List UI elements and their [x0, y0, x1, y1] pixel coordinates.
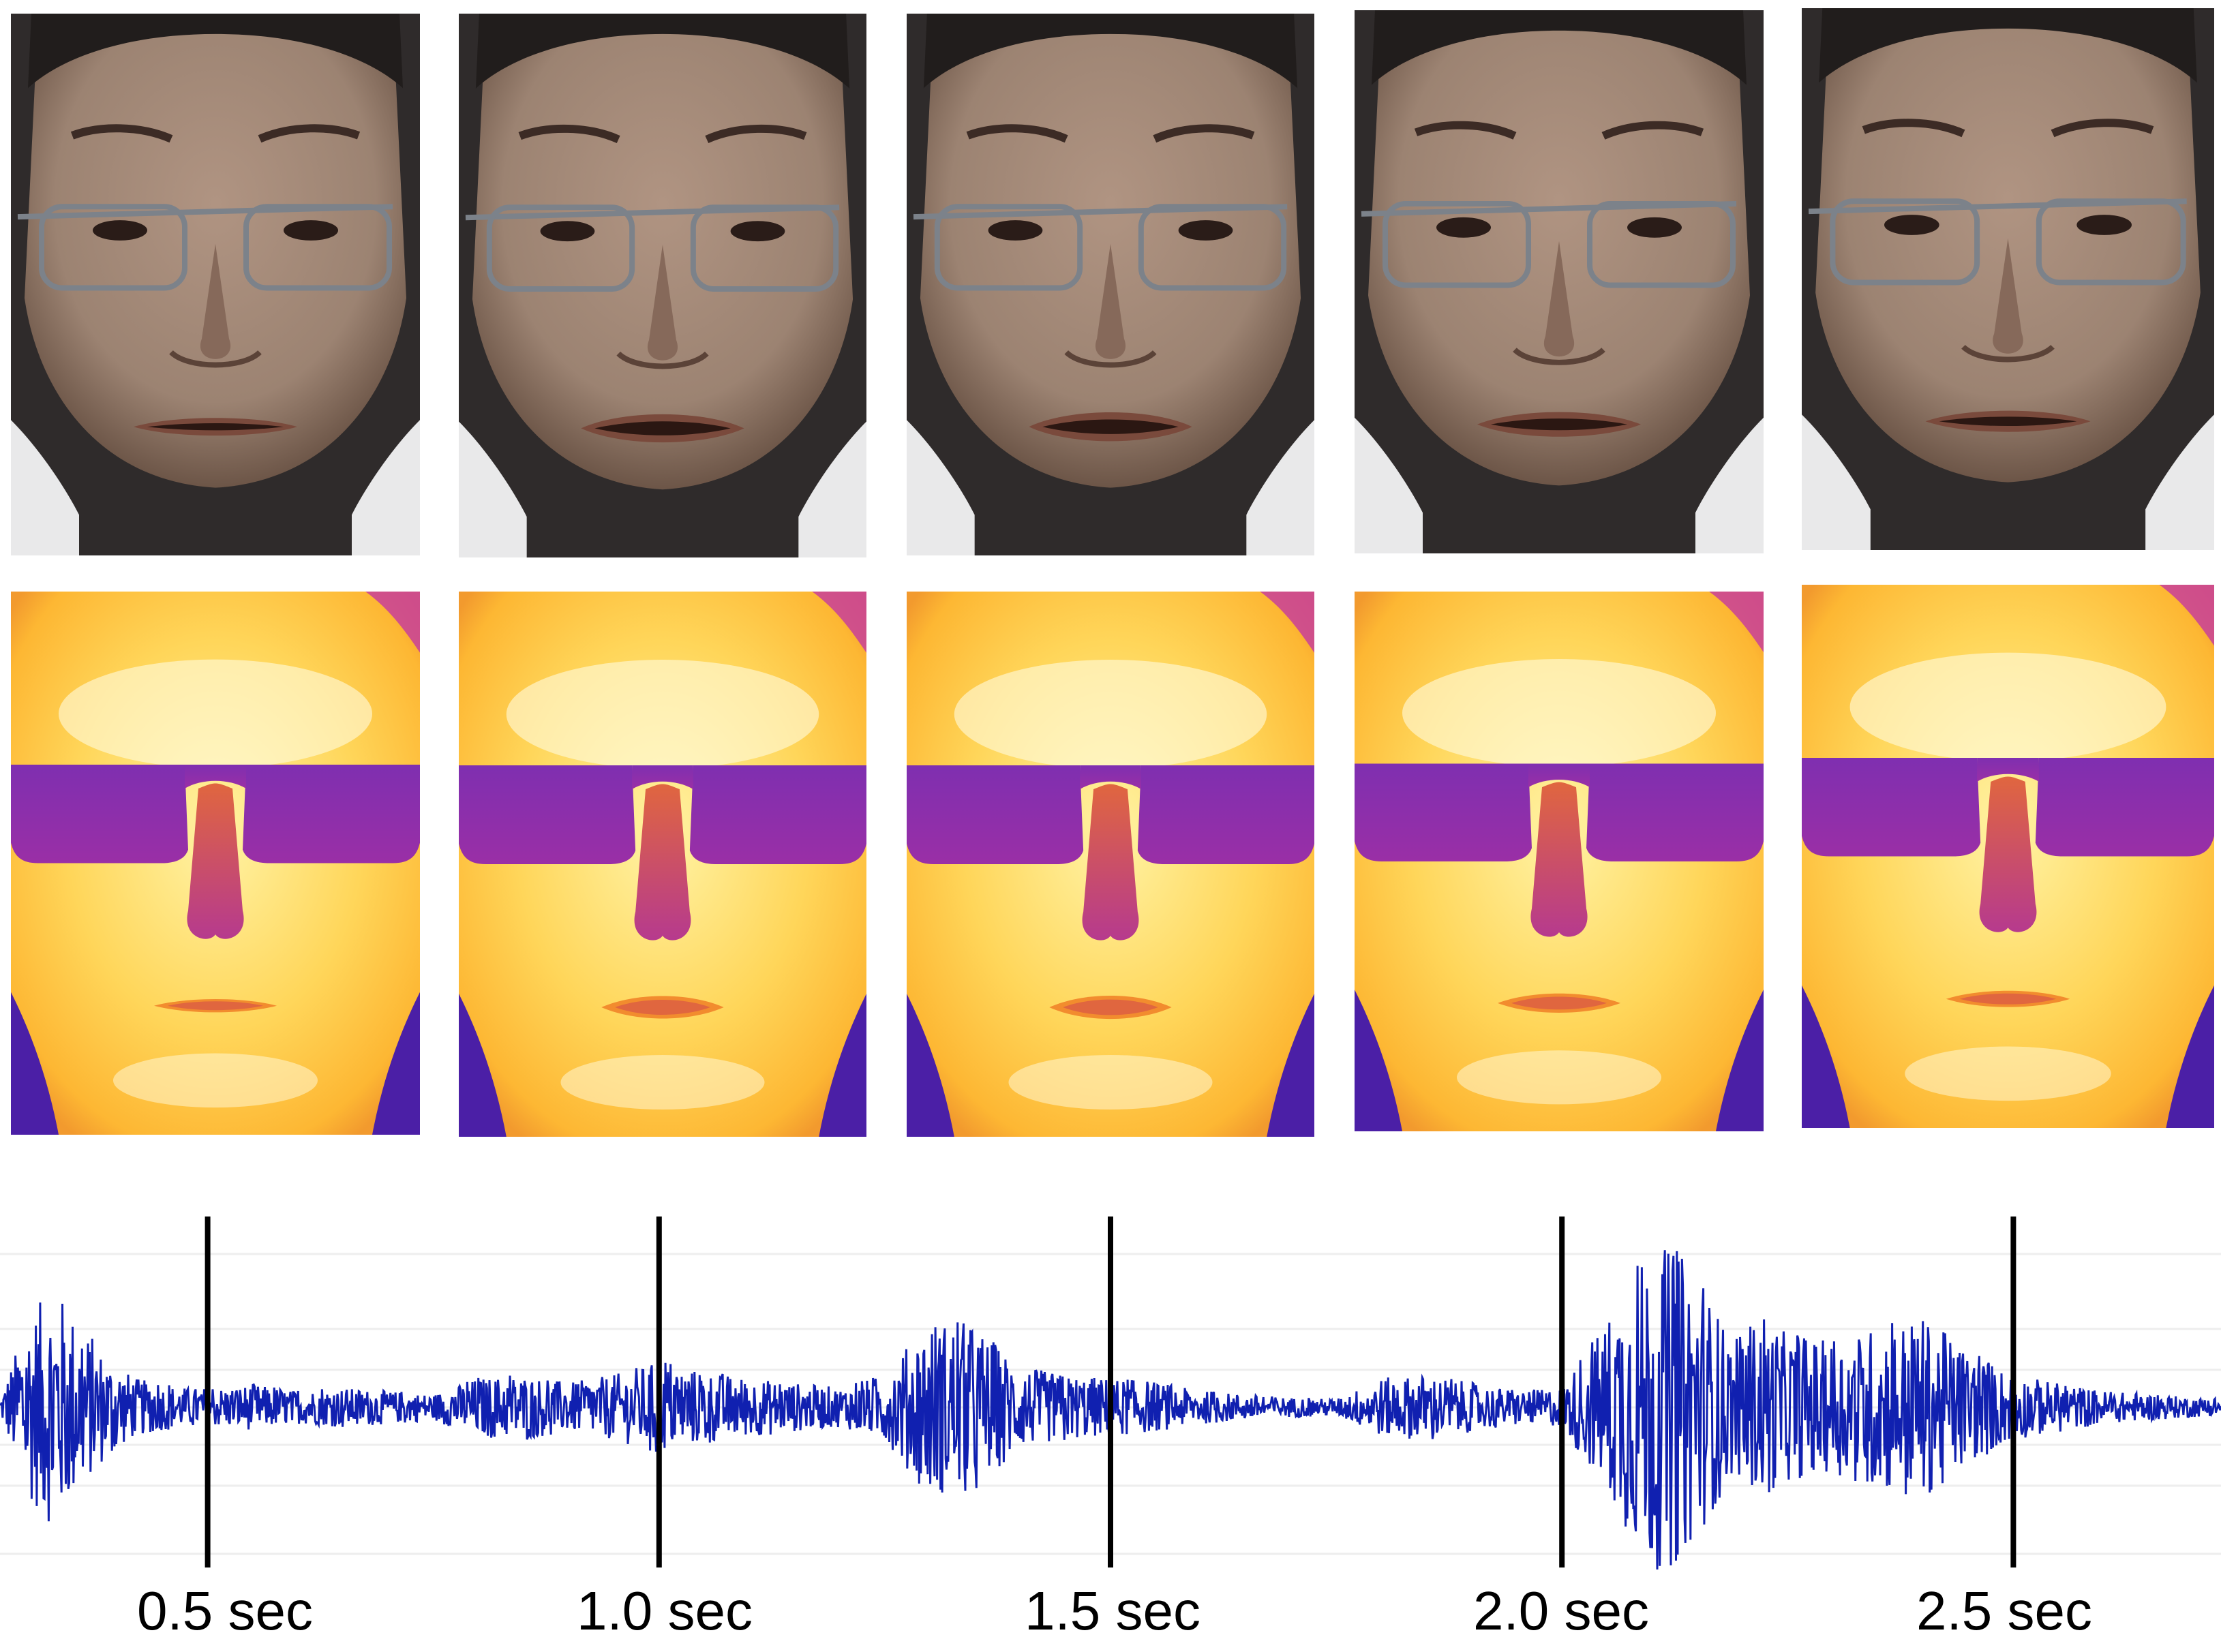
- thermal-frame-3: [907, 592, 1314, 1137]
- time-label-0-5: 0.5 sec: [137, 1580, 313, 1641]
- thermal-frame-5: [1802, 585, 2214, 1128]
- audio-waveform-panel: [0, 1199, 2221, 1581]
- thermal-frame-4: [1355, 592, 1764, 1131]
- rgb-frame-1: [11, 14, 420, 555]
- rgb-frame-5: [1802, 8, 2214, 550]
- rgb-frame-3: [907, 14, 1314, 555]
- time-markers: [205, 1217, 2016, 1567]
- time-label-2-5: 2.5 sec: [1916, 1580, 2092, 1641]
- time-label-1-0: 1.0 sec: [577, 1580, 753, 1641]
- rgb-frame-4: [1355, 10, 1764, 553]
- thermal-frame-1: [11, 592, 420, 1135]
- thermal-frame-2: [459, 592, 866, 1137]
- time-label-2-0: 2.0 sec: [1473, 1580, 1649, 1641]
- rgb-frame-2: [459, 14, 866, 557]
- time-label-1-5: 1.5 sec: [1025, 1580, 1200, 1641]
- audio-waveform: [0, 1217, 2221, 1570]
